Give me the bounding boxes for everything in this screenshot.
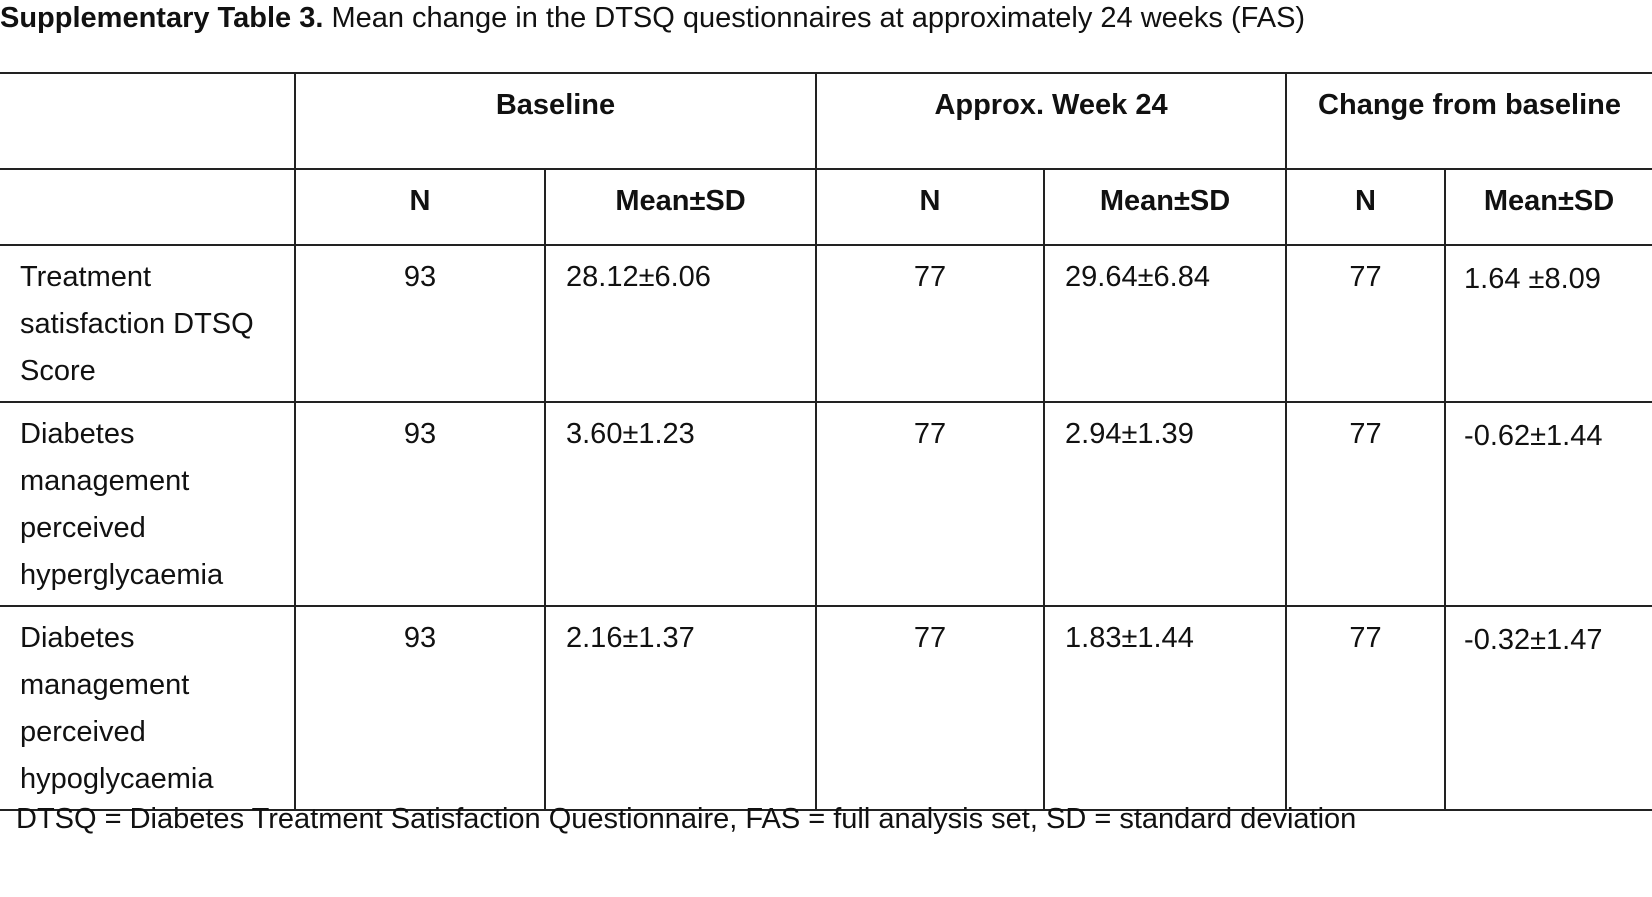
header-group: Baseline <box>293 72 817 170</box>
table-cell: 77 <box>815 401 1045 607</box>
table-cell: 3.60±1.23 <box>543 401 817 607</box>
title-text: Mean change in the DTSQ questionnaires a… <box>331 2 1306 34</box>
subheader: Mean±SD <box>1043 168 1287 246</box>
table-cell: 93 <box>294 605 545 811</box>
table-cell: 77 <box>1285 244 1446 403</box>
subheader: N <box>1285 168 1446 246</box>
subheader: N <box>294 168 545 246</box>
header-cell <box>0 72 295 170</box>
table-cell: 77 <box>815 605 1045 811</box>
subheader: Mean±SD <box>1444 168 1652 246</box>
header-group: Change from baseline <box>1285 72 1652 170</box>
table-body: Baseline Approx. Week 24 Change from basel… <box>0 72 1652 811</box>
table: Baseline Approx. Week 24 Change from basel… <box>0 72 1652 811</box>
table-cell: 2.94±1.39 <box>1043 401 1287 607</box>
row-label: Treatment satisfaction DTSQ Score <box>0 244 295 403</box>
table-cell: 93 <box>294 244 545 403</box>
table-cell: 1.83±1.44 <box>1043 605 1287 811</box>
header-row: Baseline Approx. Week 24 Change from basel… <box>0 72 1652 170</box>
row-label: Diabetes management perceived hypoglycae… <box>0 605 295 811</box>
table-cell: 77 <box>1285 401 1446 607</box>
title: Supplementary Table 3. Mean change in th… <box>0 2 1305 35</box>
table-cell: 2.16±1.37 <box>543 605 817 811</box>
table-row: Diabetes management perceived hyperglyca… <box>0 401 1652 607</box>
table-cell: 28.12±6.06 <box>543 244 817 403</box>
header-group: Approx. Week 24 <box>815 72 1287 170</box>
table-row: Treatment satisfaction DTSQ Score 93 28.12… <box>0 244 1652 403</box>
table-row: Diabetes management perceived hypoglycae… <box>0 605 1652 811</box>
table-cell: 77 <box>815 244 1045 403</box>
row-label: Diabetes management perceived hyperglyca… <box>0 401 295 607</box>
subheader-row: N Mean±SD N Mean±SD N Mean±SD <box>0 168 1652 246</box>
subheader: N <box>815 168 1045 246</box>
header-cell <box>0 168 295 246</box>
footnote: DTSQ = Diabetes Treatment Satisfaction Q… <box>16 803 1357 835</box>
table-cell: 93 <box>294 401 545 607</box>
table-cell: 1.64 ±8.09 <box>1444 244 1652 403</box>
table-cell: 77 <box>1285 605 1446 811</box>
table-cell: 29.64±6.84 <box>1043 244 1287 403</box>
subheader: Mean±SD <box>543 168 817 246</box>
table-cell: -0.62±1.44 <box>1444 401 1652 607</box>
table-cell: -0.32±1.47 <box>1444 605 1652 811</box>
title-label: Supplementary Table 3. <box>0 2 324 34</box>
